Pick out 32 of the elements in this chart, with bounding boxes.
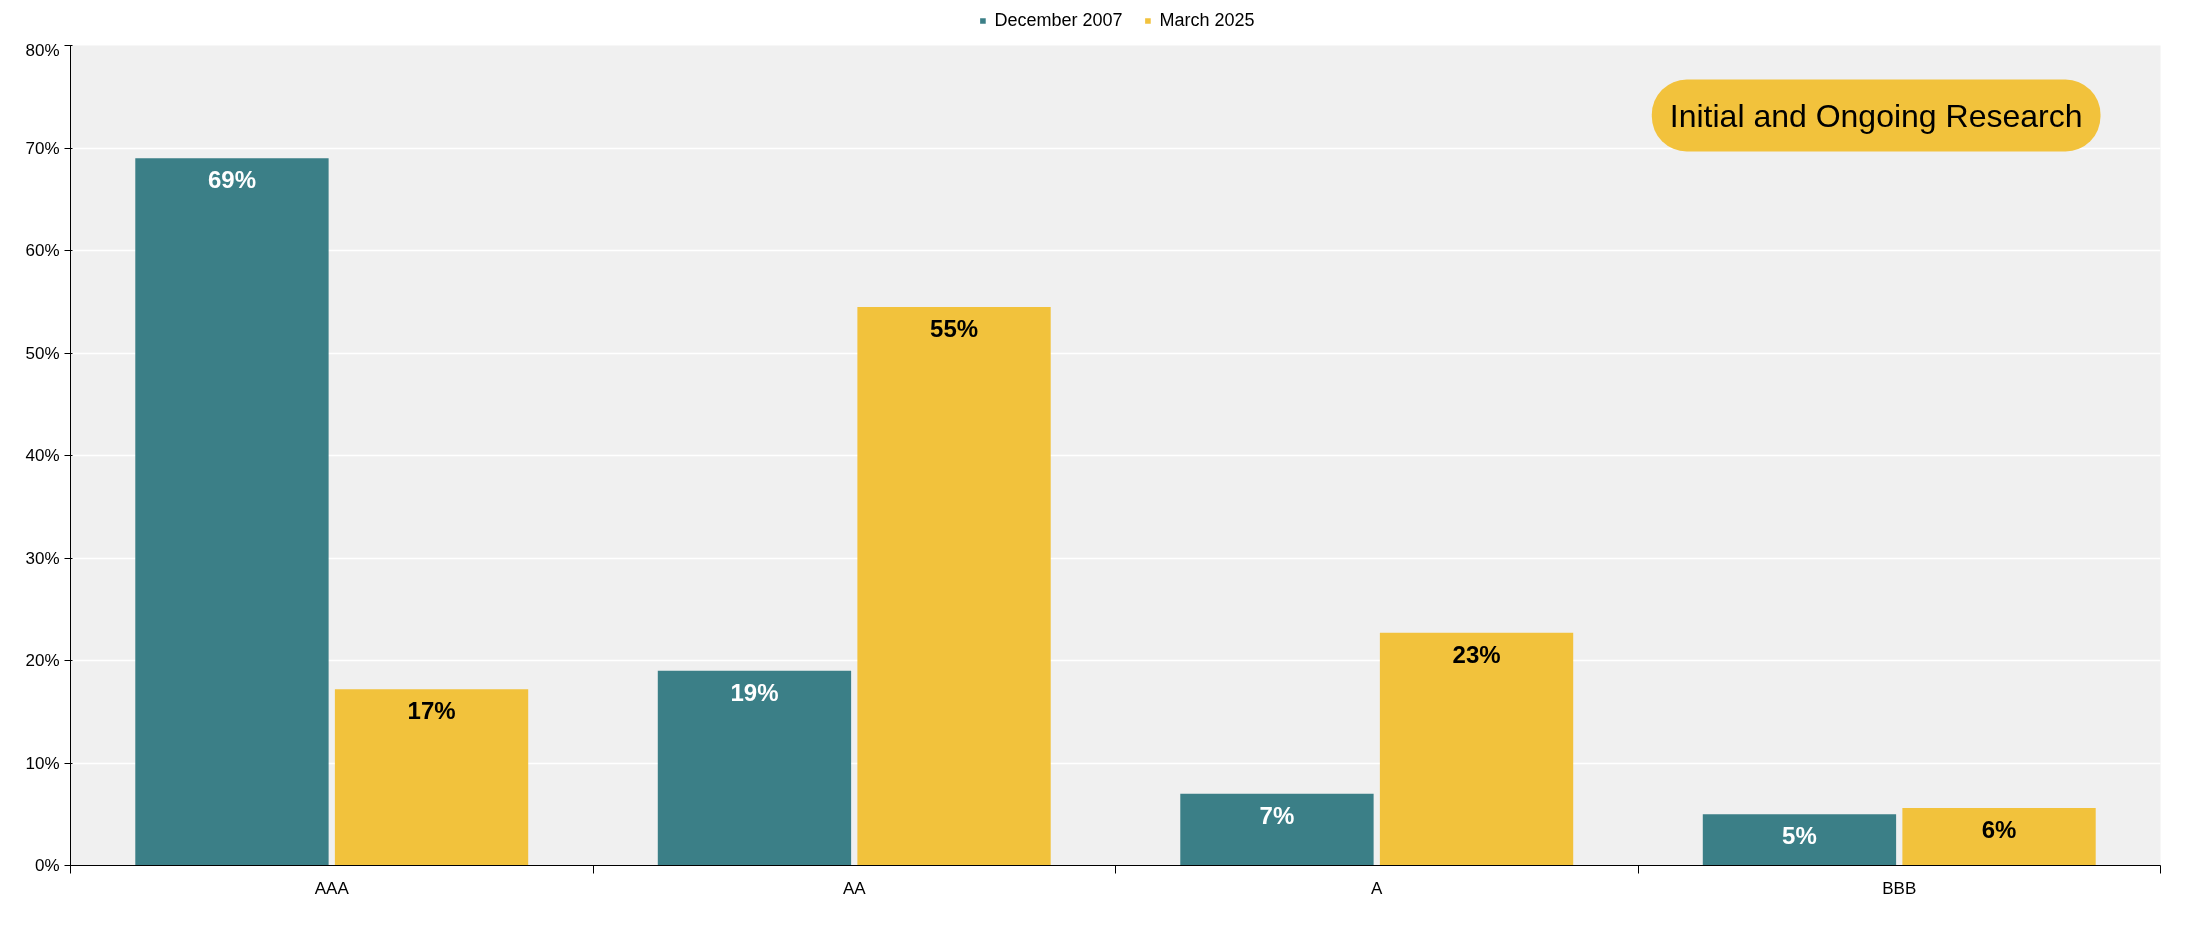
bar xyxy=(1379,632,1574,866)
y-tick-label: 20% xyxy=(25,651,60,670)
annotation: Initial and Ongoing Research xyxy=(1669,97,2083,134)
bar xyxy=(1702,814,1897,866)
y-tick-label: 70% xyxy=(25,138,60,158)
y-tick-label: 40% xyxy=(25,446,60,465)
y-tick-label: 30% xyxy=(25,548,60,568)
x-tick-label: BBB xyxy=(1882,878,1917,898)
bar xyxy=(1180,793,1374,866)
y-tick-label: 0% xyxy=(34,856,60,875)
bar xyxy=(135,158,329,866)
legend-label: December 2007 xyxy=(994,9,1123,31)
y-tick-label: 10% xyxy=(25,753,60,773)
y-tick-label: 50% xyxy=(25,343,60,363)
x-tick-label: A xyxy=(1371,878,1384,898)
data-label: 23% xyxy=(1452,640,1501,668)
data-label: 6% xyxy=(1981,816,2017,844)
bar xyxy=(1902,808,2096,866)
data-label: 17% xyxy=(407,697,456,725)
data-label: 7% xyxy=(1259,801,1295,829)
bar xyxy=(334,689,529,866)
data-label: 5% xyxy=(1782,822,1817,850)
x-tick-label: AA xyxy=(842,878,867,898)
bar xyxy=(857,306,1051,866)
data-label: 19% xyxy=(730,678,779,706)
bar xyxy=(657,670,852,866)
x-tick-label: AAA xyxy=(314,878,350,898)
data-label: 69% xyxy=(207,166,256,194)
y-tick-label: 80% xyxy=(25,40,60,60)
legend-label: March 2025 xyxy=(1159,9,1255,31)
data-label: 55% xyxy=(930,314,979,342)
y-tick-label: 60% xyxy=(25,241,60,260)
